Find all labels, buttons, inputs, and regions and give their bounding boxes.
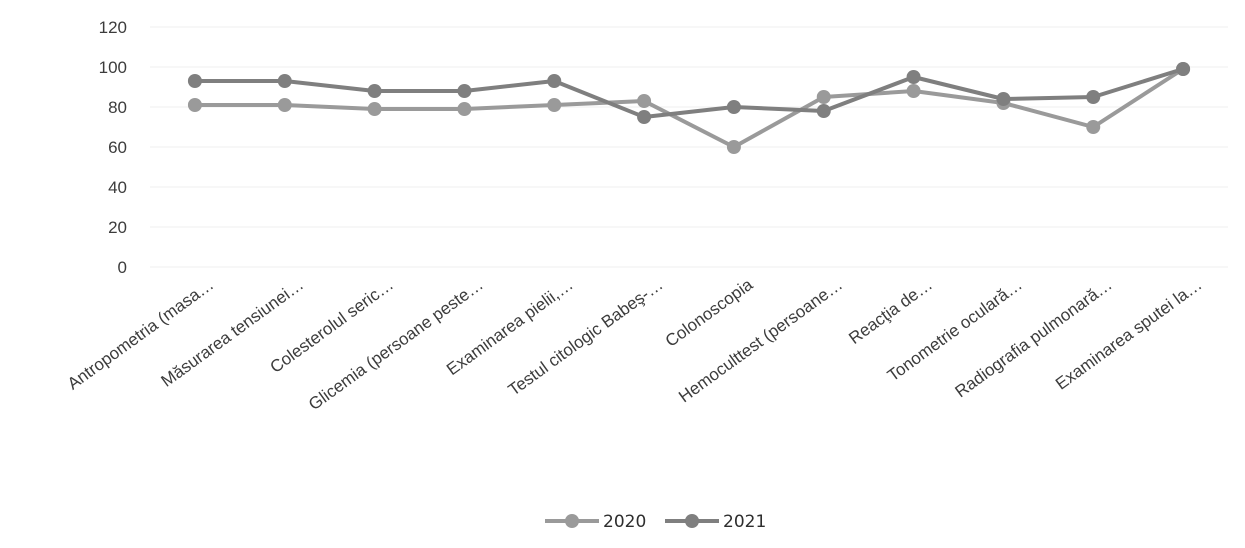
data-point-2020 (1086, 120, 1101, 134)
legend-swatch-marker (685, 514, 699, 528)
series-line-2020 (192, 67, 1186, 149)
data-point-2020 (367, 102, 382, 116)
x-tick-label: Hemoculttest (persoane… (675, 275, 846, 406)
data-point-2021 (457, 84, 472, 98)
y-tick-label: 120 (99, 18, 127, 37)
y-axis: 0 20 40 60 80 100 120 (99, 18, 127, 277)
gridlines (150, 26, 1228, 268)
data-point-2021 (906, 70, 921, 84)
x-axis: Antropometria (masa…Măsurarea tensiunei…… (64, 275, 1206, 415)
legend-label: 2020 (603, 512, 646, 532)
y-tick-label: 20 (108, 218, 127, 237)
y-tick-label: 40 (108, 178, 127, 197)
data-point-2021 (277, 74, 292, 88)
legend-item-2020: 2020 (545, 512, 646, 532)
data-point-2021 (367, 84, 382, 98)
data-point-2020 (726, 140, 741, 154)
x-tick-label: Antropometria (masa… (64, 275, 217, 394)
series-lines (192, 67, 1186, 149)
x-tick-label: Testul citologic Babeş-… (505, 275, 667, 400)
data-point-2020 (906, 84, 921, 98)
series-points (187, 62, 1191, 154)
data-point-2020 (816, 90, 831, 104)
y-tick-label: 0 (118, 258, 127, 277)
x-tick-label: Radiografia pulmonară… (952, 275, 1116, 401)
data-point-2021 (816, 104, 831, 118)
data-point-2020 (187, 98, 202, 112)
data-point-2021 (637, 110, 652, 124)
data-point-2020 (547, 98, 562, 112)
data-point-2021 (1176, 62, 1191, 76)
data-point-2020 (457, 102, 472, 116)
series-line-2021 (192, 67, 1186, 119)
y-tick-label: 80 (108, 98, 127, 117)
data-point-2021 (996, 92, 1011, 106)
data-point-2021 (1086, 90, 1101, 104)
data-point-2020 (637, 94, 652, 108)
y-tick-label: 60 (108, 138, 127, 157)
x-tick-label: Măsurarea tensiunei… (158, 275, 308, 391)
data-point-2021 (726, 100, 741, 114)
x-tick-label: Reacţia de… (845, 275, 936, 348)
data-point-2021 (187, 74, 202, 88)
legend-item-2021: 2021 (665, 512, 766, 532)
x-tick-label: Examinarea sputei la… (1052, 275, 1205, 394)
legend-swatch-marker (565, 514, 579, 528)
data-point-2020 (277, 98, 292, 112)
y-tick-label: 100 (99, 58, 127, 77)
legend-label: 2021 (723, 512, 766, 532)
legend: 2020 2021 (545, 512, 766, 532)
x-tick-label: Colonoscopia (662, 275, 757, 351)
x-tick-label: Glicemia (persoane peste… (305, 275, 487, 414)
data-point-2021 (547, 74, 562, 88)
